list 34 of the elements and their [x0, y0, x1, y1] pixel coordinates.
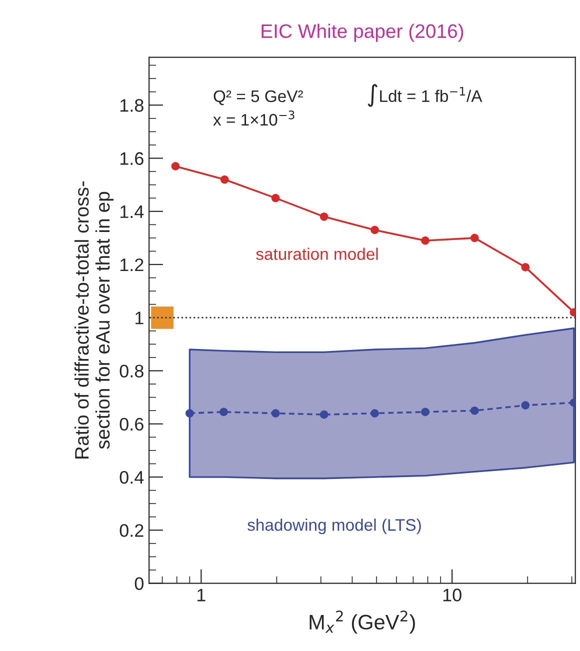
point — [470, 234, 479, 242]
y-axis-title: Ratio of diffractive-to-total cross- section for eAu over that in ep — [74, 181, 114, 458]
y-tick-label: 1.2 — [120, 258, 144, 272]
y-tick-label: 0 — [134, 577, 144, 590]
y-tick-label: 1 — [136, 312, 144, 324]
point — [370, 226, 379, 234]
point — [421, 236, 430, 245]
y-tick-label: 0.2 — [120, 524, 144, 537]
point — [171, 162, 180, 170]
point — [320, 212, 328, 221]
x-tick-label: 10 — [443, 588, 462, 602]
y-tick-label: 0.8 — [120, 364, 144, 378]
y-tick-label: 0.4 — [120, 470, 144, 484]
y-tick-label: 1.6 — [120, 152, 144, 165]
annotation: ∫Ldt = 1 fb$^{−1}$/A — [368, 84, 482, 107]
x-axis-title: M$_{x}$$^{2}$ (GeV$^{2}$) — [310, 610, 415, 634]
text: shadowing model (LTS) — [248, 518, 421, 534]
point — [271, 409, 280, 418]
y-tick-label: 1.8 — [120, 99, 144, 112]
point — [220, 408, 228, 416]
point — [521, 262, 530, 272]
point — [470, 406, 479, 415]
annotation: x = 1×10$^{−3}$ — [213, 110, 294, 126]
series-label: saturation model — [256, 248, 378, 260]
point — [421, 408, 430, 416]
annotation: Q² = 5 GeV² — [214, 90, 303, 106]
point — [320, 410, 328, 419]
y-tick-label: 1.4 — [120, 205, 144, 218]
y-tick-label: 0.6 — [120, 418, 144, 431]
point — [271, 194, 280, 202]
chart-title: EIC White paper (2016) — [262, 24, 464, 42]
point — [370, 409, 379, 418]
point — [220, 175, 229, 184]
point — [521, 401, 530, 410]
